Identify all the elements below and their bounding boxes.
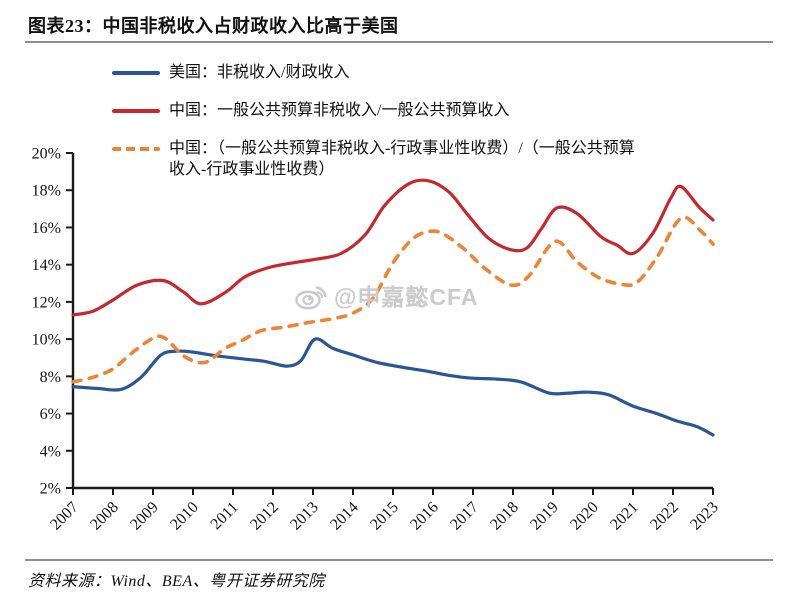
x-axis-tick-label: 2016 (407, 499, 442, 534)
legend-item-us: 美国：非税收入/财政收入 (112, 62, 752, 83)
y-axis-tick-label: 4% (40, 443, 61, 460)
page-title: 图表23：中国非税收入占财政收入比高于美国 (28, 16, 399, 36)
y-axis-tick-label: 14% (32, 257, 61, 274)
x-axis-tick-label: 2017 (447, 499, 482, 534)
series-line-china-headline (71, 178, 715, 317)
x-axis-tick-label: 2010 (167, 499, 202, 534)
y-axis-tick-label: 18% (32, 183, 61, 200)
x-axis-tick-label: 2018 (487, 499, 522, 534)
x-axis-tick-label: 2008 (87, 499, 122, 534)
chart-legend: 美国：非税收入/财政收入 中国：一般公共预算非税收入/一般公共预算收入 中国：（… (112, 62, 752, 180)
y-axis-tick-label: 12% (32, 294, 61, 311)
china-line-swatch-icon (112, 109, 160, 113)
series-line-china-adjusted (71, 215, 715, 384)
y-axis-tick-label: 20% (32, 146, 61, 163)
x-axis-tick-label: 2021 (607, 499, 642, 534)
x-axis-tick-label: 2019 (527, 499, 562, 534)
x-axis-tick-label: 2012 (247, 499, 282, 534)
x-axis-tick-label: 2009 (127, 499, 162, 534)
y-axis-tick-label: 10% (32, 332, 61, 349)
legend-item-china-headline: 中国：一般公共预算非税收入/一般公共预算收入 (112, 100, 752, 121)
x-axis-tick-label: 2022 (647, 499, 682, 534)
title-divider (25, 41, 773, 43)
legend-label-china-adjusted-line2: 收入-行政事业性收费） (169, 161, 335, 178)
legend-item-china-adjusted: 中国：（一般公共预算非税收入-行政事业性收费）/（一般公共预算 收入-行政事业性… (112, 138, 752, 180)
x-axis-tick-label: 2015 (367, 499, 402, 534)
china-dashed-swatch-icon (112, 147, 160, 151)
y-axis-tick-label: 16% (32, 220, 61, 237)
series-line-us (71, 337, 715, 437)
x-axis-tick-label: 2011 (208, 499, 242, 533)
us-line-swatch-icon (112, 71, 160, 75)
legend-label-us: 美国：非税收入/财政收入 (169, 64, 350, 81)
x-axis-tick-label: 2020 (567, 499, 602, 534)
x-axis-tick-label: 2013 (287, 499, 322, 534)
y-axis-tick-label: 8% (40, 369, 61, 386)
x-axis-tick-label: 2014 (327, 499, 362, 534)
y-axis-tick-label: 2% (40, 481, 61, 498)
legend-label-china-adjusted-line1: 中国：（一般公共预算非税收入-行政事业性收费）/（一般公共预算 (169, 140, 635, 157)
x-axis-tick-label: 2007 (47, 499, 82, 534)
legend-label-china-headline: 中国：一般公共预算非税收入/一般公共预算收入 (169, 102, 510, 119)
x-axis-tick-label: 2023 (687, 499, 722, 534)
y-axis-tick-label: 6% (40, 406, 61, 423)
footer-divider (25, 559, 773, 561)
source-note: 资料来源：Wind、BEA、粤开证券研究院 (28, 573, 325, 590)
